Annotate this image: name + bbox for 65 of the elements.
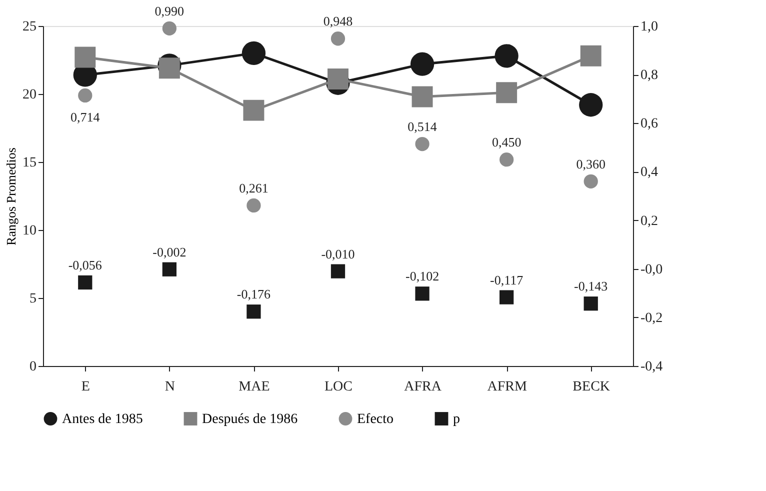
point [162,262,176,276]
point [330,32,346,46]
data-label: 0,948 [323,14,353,29]
x-tick-label: N [164,380,175,394]
data-label: -0,143 [574,278,608,294]
legend-label: Antes de 1985 [62,412,143,427]
x-tick-label: AFRA [404,380,442,394]
x-tick-label: BECK [572,380,610,394]
data-label: 0,990 [154,3,184,18]
point [494,44,518,68]
y-tick-label: 10 [22,224,36,238]
point [496,82,518,104]
point [246,304,261,319]
y2-tick-label: 0,8 [640,68,658,84]
y2-tick-label: 0,2 [640,214,658,229]
point [580,45,602,66]
y2-tick-label: -0,2 [640,310,663,326]
point [410,52,434,76]
point [162,21,176,36]
point [415,136,430,152]
y-tick-label: 15 [22,156,36,170]
data-label: -0,056 [68,257,102,272]
data-label: 0,450 [492,134,522,150]
point [415,286,430,301]
point [412,86,433,108]
legend-label: p [453,412,460,427]
data-label: -0,010 [321,246,355,262]
y-tick-label: 25 [22,20,36,34]
y2-tick-label: -0,4 [640,360,663,374]
x-tick-label: LOC [324,380,352,394]
point [584,174,598,188]
data-label: -0,102 [405,268,440,284]
data-label: -0,117 [490,272,524,288]
point [246,198,261,213]
y-tick-label: 20 [22,88,36,102]
point [579,93,603,117]
y2-tick-label: 0,4 [640,165,658,180]
y-tick-label: 5 [30,292,36,306]
legend-label: Efecto [357,412,394,427]
y-tick-label: 0 [30,360,36,374]
data-label: 0,360 [576,156,606,172]
point [78,275,92,290]
point [500,152,514,167]
data-label: 0,714 [70,109,100,124]
y2-tick-label: 1,0 [640,20,658,34]
y2-tick-label: -0,0 [640,262,663,278]
y2-tick-label: 0,6 [640,116,658,132]
point [242,41,266,66]
point [584,296,598,311]
data-label: 0,261 [239,180,268,196]
point [158,58,180,79]
data-label: -0,002 [152,244,186,260]
point [500,290,514,304]
point [78,88,92,103]
x-tick-label: AFRM [487,380,528,394]
point [330,264,346,278]
point [243,100,264,121]
data-label: -0,176 [236,286,271,302]
legend-label: Después de 1986 [202,412,298,427]
data-label: 0,514 [408,119,438,134]
point [74,46,96,68]
point [328,68,348,90]
x-tick-label: MAE [238,380,270,394]
y-axis-title: Rangos Promedios [4,148,18,246]
x-tick-label: E [81,380,90,394]
